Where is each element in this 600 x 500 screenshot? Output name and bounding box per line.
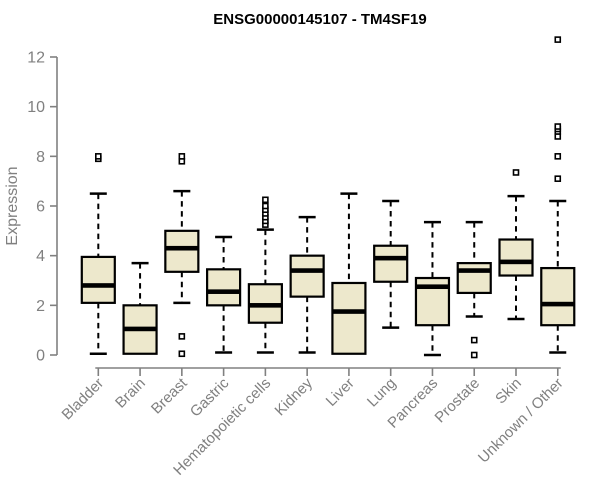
box-group-lung [373, 199, 409, 329]
x-tick-label: Skin [492, 375, 525, 408]
box-group-prostate [456, 220, 492, 359]
outlier-point [178, 153, 186, 160]
box-rect [164, 229, 200, 273]
x-tick-label: Lung [364, 375, 400, 411]
y-tick-label: 8 [36, 149, 45, 166]
box-rect [373, 244, 409, 283]
x-tick-label: Kidney [272, 374, 317, 419]
y-tick-label: 0 [36, 348, 45, 365]
median-line [332, 309, 366, 314]
box-rect [80, 255, 116, 304]
median-line [374, 255, 408, 261]
y-tick-label: 12 [27, 50, 45, 67]
median-line [81, 283, 115, 288]
box-group-liver [331, 192, 367, 355]
outlier-point [262, 202, 269, 210]
x-tick-label: Prostate [432, 375, 484, 427]
median-line [123, 326, 157, 332]
median-line [290, 268, 324, 273]
box-rect [456, 262, 492, 295]
outlier-point [554, 153, 562, 160]
y-tick-label: 6 [36, 199, 45, 216]
outlier-point [554, 175, 562, 182]
box-group-pancreas [414, 220, 451, 357]
median-line [248, 303, 282, 308]
x-tick-label: Liver [323, 375, 358, 410]
box-rect [331, 281, 367, 355]
y-tick-label: 10 [27, 99, 45, 116]
median-line [541, 301, 575, 307]
outlier-point [262, 196, 269, 204]
median-line [499, 259, 533, 265]
y-axis-title: Expression [4, 166, 21, 245]
outlier-point [554, 123, 562, 130]
box-group-gastric [206, 235, 242, 354]
box-rect [289, 254, 325, 298]
median-line [165, 245, 199, 251]
box-rect [498, 238, 534, 277]
box-group-brain [122, 261, 158, 355]
box-group-hematopoietic-cells [247, 196, 283, 354]
outlier-point [470, 351, 478, 359]
box-group-bladder [80, 153, 116, 356]
outlier-point [178, 350, 186, 358]
y-tick-label: 2 [36, 298, 45, 315]
chart-title: ENSG00000145107 - TM4SF19 [213, 11, 426, 28]
box-rect [206, 268, 242, 307]
outlier-point [470, 336, 478, 344]
x-tick-label: Brain [112, 375, 149, 412]
outlier-point [554, 36, 562, 43]
median-line [207, 289, 241, 294]
outlier-point [178, 333, 186, 340]
x-tick-label: Breast [148, 374, 191, 417]
outlier-point [95, 153, 102, 160]
box-group-kidney [289, 215, 325, 354]
box-rect [540, 266, 576, 327]
median-line [457, 268, 491, 273]
x-tick-label: Bladder [59, 375, 108, 424]
y-tick-label: 4 [36, 248, 45, 265]
median-line [415, 284, 449, 290]
box-group-skin [498, 169, 534, 321]
box-group-unknown-other [540, 36, 576, 354]
box-group-breast [164, 153, 200, 358]
outlier-point [512, 169, 520, 176]
